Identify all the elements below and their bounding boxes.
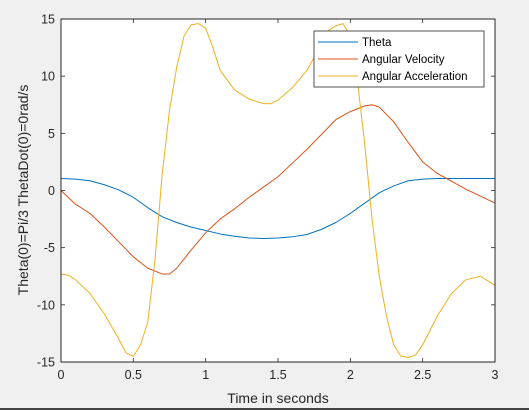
y-tick-label: 0 [48, 184, 55, 198]
series-line-angular-velocity [60, 104, 496, 275]
series-line-angular-acceleration [60, 23, 496, 358]
x-tick-label: 3 [492, 368, 499, 382]
x-tick-label: 0.5 [125, 368, 142, 382]
legend-label-angular-acceleration: Angular Acceleration [362, 71, 467, 83]
x-tick-label: 2.5 [414, 368, 431, 382]
legend: Theta Angular Velocity Angular Accelerat… [313, 30, 485, 88]
x-tick-label: 1.5 [269, 368, 286, 382]
tick-layer: 0 0.5 1 1.5 2 2.5 3 15 10 5 0 -5 -10 -15 [37, 13, 499, 383]
x-tick-label: 1 [202, 368, 209, 382]
y-tick-label: 10 [41, 70, 55, 84]
window-bottom-border [0, 408, 529, 410]
x-axis-label: Time in seconds [227, 390, 328, 406]
x-tick-label: 0 [58, 368, 65, 382]
legend-label-angular-velocity: Angular Velocity [362, 54, 445, 66]
series-line-theta [60, 177, 495, 240]
y-tick-label: -5 [44, 241, 55, 255]
y-tick-label: 5 [48, 127, 55, 141]
series-layer [60, 23, 496, 358]
x-tick-label: 2 [347, 368, 354, 382]
y-axis-label: Theta(0)=Pi/3 ThetaDot(0)=0rad/s [15, 85, 31, 296]
y-tick-label: -15 [37, 356, 55, 370]
legend-label-theta: Theta [362, 37, 392, 49]
y-tick-label: 15 [41, 13, 55, 27]
y-tick-label: -10 [37, 298, 55, 312]
